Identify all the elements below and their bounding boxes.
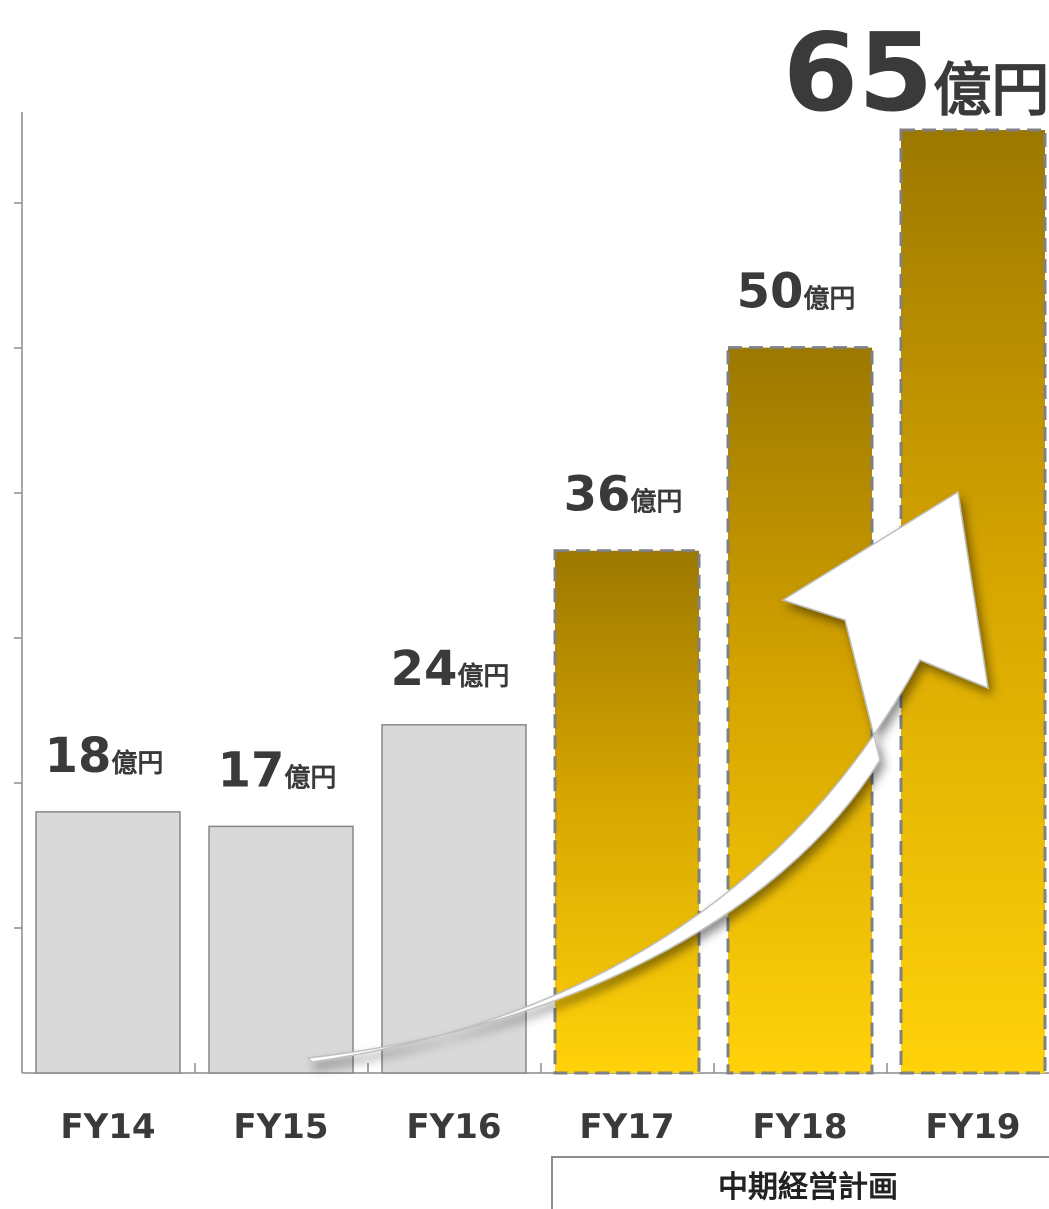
value-labels: 18億円 17億円 24億円 36億円 50億円 65億円 [45,11,1049,798]
bar-fy14 [35,811,181,1074]
bar-fy18 [726,346,874,1075]
x-tick-label-fy14: FY14 [60,1107,155,1147]
plan-bracket-label: 中期経営計画 [718,1170,898,1205]
value-label-fy19: 65億円 [783,11,1049,136]
value-label-fy14: 18億円 [45,728,164,784]
axes [14,112,1049,1074]
x-tick-label-fy17: FY17 [579,1107,674,1147]
x-tick-label-fy19: FY19 [925,1107,1020,1147]
bars [35,128,1047,1075]
x-tick-label-fy16: FY16 [406,1107,501,1147]
plan-bracket-line [551,1156,1049,1209]
bar-fy16 [381,724,527,1074]
value-label-fy15: 17億円 [218,742,337,798]
plan-bracket: 中期経営計画 [551,1156,1049,1209]
value-label-fy17: 36億円 [564,467,683,523]
growth-arrow [306,490,989,1063]
bar-fy17 [553,549,701,1075]
x-tick-label-fy15: FY15 [233,1107,328,1147]
x-axis-tick-labels: FY14 FY15 FY16 FY17 FY18 FY19 [60,1107,1020,1147]
growth-arrow-shape [306,490,989,1063]
value-label-fy18: 50億円 [737,264,856,320]
x-tick-label-fy18: FY18 [752,1107,847,1147]
bar-fy15 [208,825,354,1074]
value-label-fy16: 24億円 [391,641,510,697]
